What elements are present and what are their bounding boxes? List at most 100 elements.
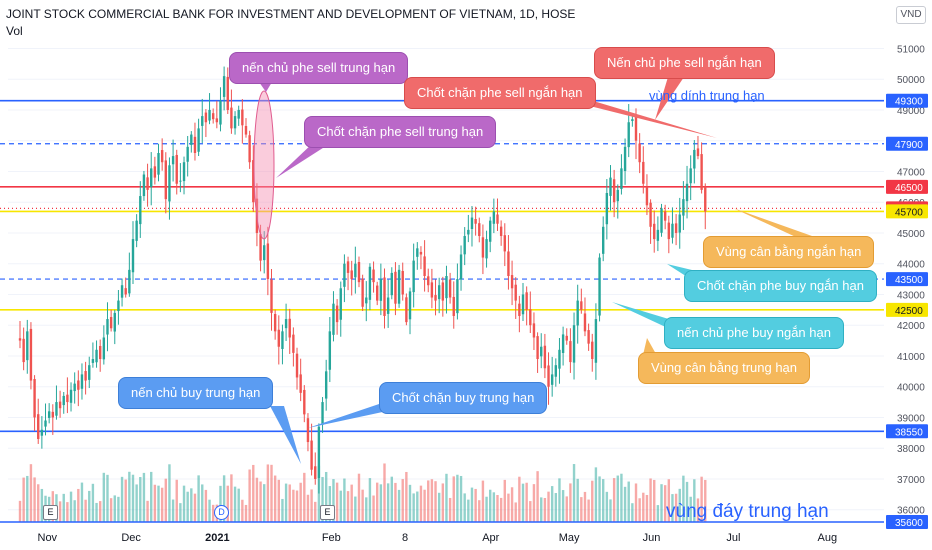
volume-bar — [554, 493, 558, 522]
candle-body — [69, 389, 73, 403]
candle-body — [499, 226, 503, 237]
callout-sell-stop-short[interactable]: Chốt chặn phe sell ngắn hạn — [404, 77, 596, 109]
volume-bar — [368, 478, 372, 522]
volume-bar — [335, 482, 339, 522]
volume-bar — [456, 474, 459, 522]
candle-body — [507, 251, 510, 276]
volume-bar — [467, 499, 470, 522]
level-tag — [886, 93, 928, 108]
volume-bar — [153, 484, 157, 522]
candle-body — [704, 186, 707, 212]
volume-bar — [642, 492, 645, 522]
volume-bar — [113, 495, 116, 522]
volume-bar — [540, 497, 543, 522]
level-tag-label: 43500 — [895, 275, 923, 286]
callout-buy-stop-short[interactable]: Chốt chặn phe buy ngắn hạn — [684, 270, 877, 302]
currency-badge[interactable]: VND — [896, 6, 926, 24]
candle-body — [569, 341, 572, 363]
callout-sell-candle-mid[interactable]: nến chủ phe sell trung hạn — [229, 52, 409, 84]
candle-body — [175, 154, 178, 184]
price-tick-label: 42000 — [897, 321, 925, 332]
candle-body — [299, 374, 302, 393]
candle-body — [623, 146, 627, 171]
earnings-marker[interactable]: E — [320, 505, 335, 520]
candle-body — [693, 149, 696, 169]
price-tick-label: 51000 — [897, 44, 925, 55]
volume-bar — [259, 481, 262, 522]
volume-bar — [233, 486, 237, 522]
candle-body — [653, 223, 656, 240]
candle-body — [434, 295, 437, 301]
candle-body — [682, 199, 685, 216]
price-tick-label: 36000 — [897, 506, 925, 517]
volume-bar — [139, 477, 142, 522]
volume-bar — [288, 484, 291, 522]
callout-balance-short[interactable]: Vùng cân bằng ngắn hạn — [703, 236, 875, 268]
candle-body — [29, 328, 33, 381]
volume-bar — [350, 484, 353, 522]
candle-body — [98, 345, 102, 360]
volume-bar — [379, 484, 383, 522]
candle-body — [663, 211, 667, 221]
volume-bar — [128, 471, 131, 522]
candle-body — [390, 272, 393, 296]
candle-body — [667, 222, 671, 240]
callout-buy-stop-mid[interactable]: Chốt chặn buy trung hạn — [379, 382, 548, 414]
volume-bar — [22, 477, 25, 522]
volume-bar — [168, 464, 171, 522]
callout-pointer — [612, 302, 672, 330]
candle-body — [157, 153, 160, 175]
candle-body — [594, 319, 598, 363]
candle-body — [139, 196, 142, 225]
volume-bar — [532, 484, 536, 522]
candle-body — [602, 226, 605, 254]
volume-bar — [131, 474, 135, 522]
volume-bar — [678, 488, 681, 522]
price-tick-label: 38000 — [897, 444, 925, 455]
volume-bar — [124, 479, 127, 522]
chart-title: JOINT STOCK COMMERCIAL BANK FOR INVESTME… — [6, 7, 576, 21]
candle-body — [547, 365, 550, 387]
candle-body — [120, 285, 124, 298]
candle-body — [190, 134, 193, 145]
candle-body — [244, 125, 248, 135]
candle-body — [565, 335, 568, 341]
candle-body — [62, 395, 65, 406]
candle-body — [408, 291, 412, 320]
volume-bar — [321, 476, 324, 522]
volume-bar — [594, 467, 598, 522]
earnings-marker[interactable]: E — [43, 505, 58, 520]
volume-bar — [503, 479, 506, 522]
volume-bar — [612, 478, 616, 522]
volume-bar — [587, 499, 590, 522]
callout-sell-candle-short[interactable]: Nến chủ phe sell ngắn hạn — [594, 47, 775, 79]
candle-body — [583, 313, 587, 332]
level-tag — [886, 272, 928, 287]
volume-bar — [109, 498, 113, 522]
key-level-lines — [0, 99, 884, 523]
candle-body — [281, 331, 284, 349]
candle-body — [423, 256, 426, 276]
time-tick-label: Jun — [643, 532, 661, 544]
price-axis: 5100050000490004800047000460004500044000… — [886, 44, 928, 529]
candle-body — [609, 177, 612, 196]
candle-body — [321, 402, 324, 425]
callout-balance-mid[interactable]: Vùng cân bằng trung hạn — [638, 352, 811, 384]
volume-bar — [401, 479, 404, 522]
volume-bar — [445, 473, 448, 522]
callout-buy-candle-short[interactable]: nến chủ phe buy ngắn hạn — [664, 317, 844, 349]
volume-bar — [649, 478, 652, 522]
callout-buy-candle-mid[interactable]: nến chủ buy trung hạn — [118, 377, 274, 409]
candle-body — [310, 440, 313, 470]
volume-bar — [634, 483, 638, 522]
candle-body — [222, 76, 226, 97]
candle-body — [339, 288, 342, 320]
callout-sell-stop-mid[interactable]: Chốt chặn phe sell trung hạn — [304, 116, 497, 148]
candle-body — [638, 143, 641, 163]
dividend-marker[interactable]: D — [214, 505, 229, 520]
time-tick-label: Dec — [121, 532, 141, 544]
volume-bar — [222, 475, 226, 522]
volume-bar — [40, 488, 44, 522]
candle-body — [182, 162, 186, 182]
candle-body — [598, 257, 601, 316]
